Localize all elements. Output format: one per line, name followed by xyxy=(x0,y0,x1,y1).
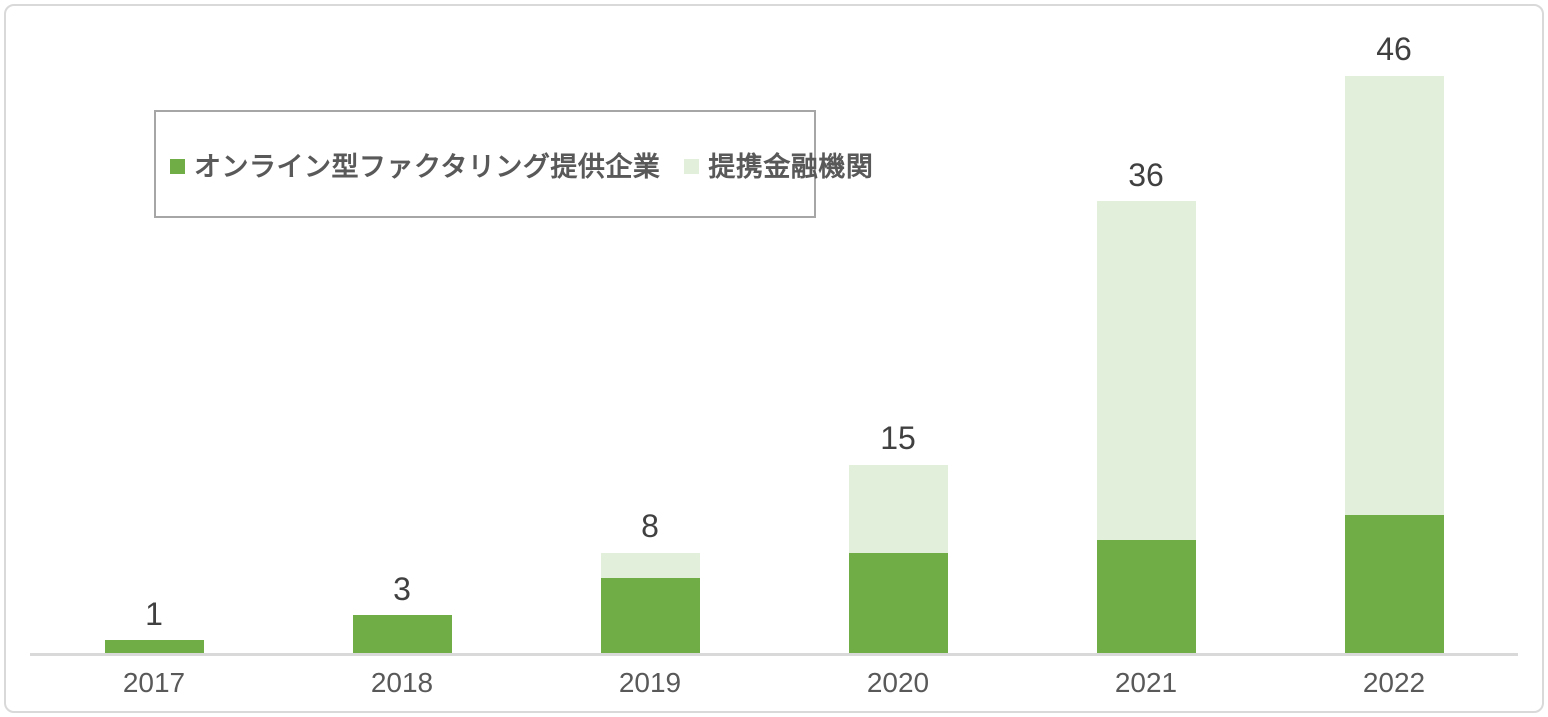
bar-column: 36 xyxy=(1022,157,1270,653)
bar-total-label: 8 xyxy=(641,507,659,544)
x-axis-row: 2017 2018 2019 2020 2021 2022 xyxy=(30,667,1518,699)
bar-segment-partners xyxy=(848,464,948,553)
bar-segment-providers xyxy=(104,640,204,653)
x-axis-label: 2018 xyxy=(370,667,434,698)
x-axis-label: 2021 xyxy=(1114,667,1178,698)
bar-total-label: 36 xyxy=(1128,156,1164,193)
bar-stack xyxy=(1096,201,1196,653)
legend-item-providers: オンライン型ファクタリング提供企業 xyxy=(170,145,660,184)
bar-stack xyxy=(600,552,700,653)
bar-column: 3 xyxy=(278,571,526,653)
legend-label-providers: オンライン型ファクタリング提供企業 xyxy=(194,151,661,182)
legend-label-partners: 提携金融機関 xyxy=(708,151,874,182)
bar-segment-providers xyxy=(1096,540,1196,653)
x-axis-label: 2022 xyxy=(1362,667,1426,698)
bar-column: 1 xyxy=(30,596,278,653)
bar-total-label: 46 xyxy=(1376,31,1412,68)
bar-stack xyxy=(1344,76,1444,653)
x-axis-label: 2017 xyxy=(122,667,186,698)
bar-column: 15 xyxy=(774,420,1022,653)
x-axis-label: 2019 xyxy=(618,667,682,698)
x-axis-label: 2020 xyxy=(866,667,930,698)
chart-frame: 1 3 8 15 36 46 2017 2018 2019 2020 2021 2022 オンライン… xyxy=(4,4,1544,713)
bar-total-label: 3 xyxy=(393,570,411,607)
bar-segment-partners xyxy=(1344,76,1444,516)
bar-column: 8 xyxy=(526,508,774,653)
bar-segment-providers xyxy=(352,615,452,653)
legend-marker-providers-icon xyxy=(170,159,185,174)
bar-segment-providers xyxy=(600,577,700,653)
bar-segment-providers xyxy=(848,552,948,653)
bar-stack xyxy=(352,615,452,653)
chart-legend: オンライン型ファクタリング提供企業 提携金融機関 xyxy=(154,110,873,218)
bar-total-label: 1 xyxy=(145,595,163,632)
plot-area: 1 3 8 15 36 46 xyxy=(30,31,1518,656)
bar-segment-partners xyxy=(600,552,700,578)
bar-total-label: 15 xyxy=(880,420,916,457)
legend-item-partners: 提携金融機関 xyxy=(684,145,873,184)
bar-segment-partners xyxy=(1096,201,1196,541)
bar-stack xyxy=(848,464,948,653)
bar-column: 46 xyxy=(1270,31,1518,653)
bar-stack xyxy=(104,640,204,653)
legend-marker-partners-icon xyxy=(684,159,700,174)
bar-segment-providers xyxy=(1344,515,1444,653)
